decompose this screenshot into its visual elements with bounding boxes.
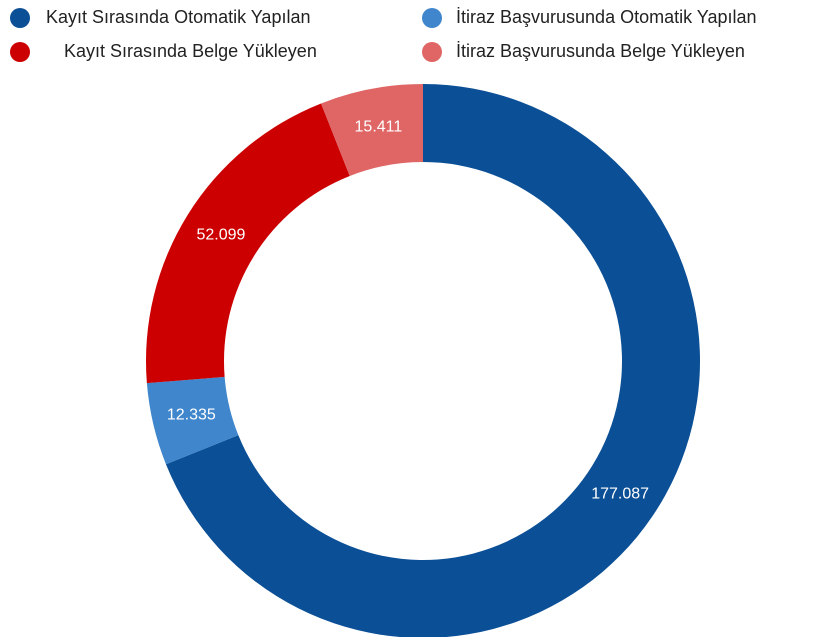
donut-slice [145,103,350,384]
donut-slice [165,84,700,637]
legend-swatch [422,42,442,62]
donut-slice [321,84,423,176]
value-label: 12.335 [167,407,216,424]
legend-swatch [10,8,30,28]
value-label: 52.099 [196,226,245,243]
value-label: 15.411 [355,118,403,135]
legend-label: İtiraz Başvurusunda Belge Yükleyen [456,41,745,61]
legend-swatch [10,42,30,62]
value-label: 177.087 [591,486,649,503]
legend-swatch [422,8,442,28]
legend-label: İtiraz Başvurusunda Otomatik Yapılan [456,7,757,27]
legend-label: Kayıt Sırasında Otomatik Yapılan [46,7,310,27]
legend-label: Kayıt Sırasında Belge Yükleyen [64,41,317,61]
donut-slice [146,376,239,465]
